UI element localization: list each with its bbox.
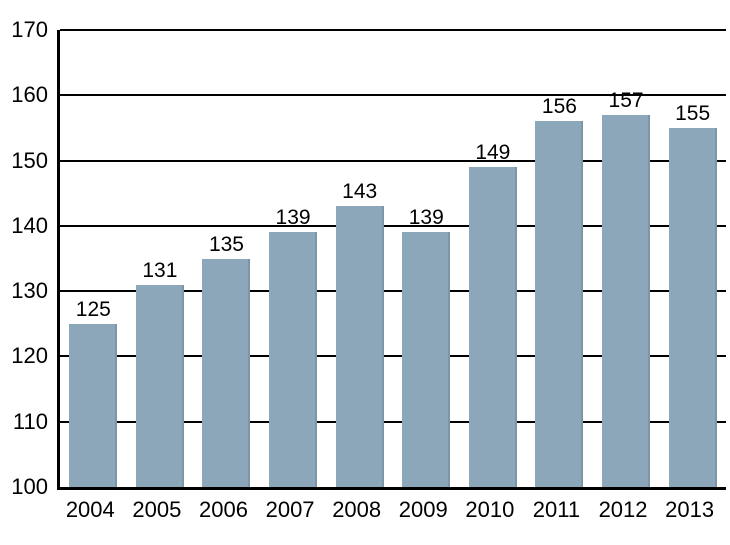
bar-value-label: 131 — [142, 258, 178, 282]
y-tick-label: 160 — [11, 82, 48, 108]
bar-slot: 149 — [460, 30, 527, 487]
x-tick-label: 2004 — [65, 497, 115, 522]
bar-value-label: 143 — [342, 180, 378, 204]
bar-slot: 155 — [659, 30, 726, 487]
y-tick-label: 110 — [12, 408, 48, 434]
bar — [69, 323, 118, 487]
plot-area: 125 131 135 139 143 139 149 156 157 155 — [57, 29, 726, 490]
bar-value-label: 156 — [541, 95, 577, 119]
bar-slot: 156 — [526, 30, 593, 487]
y-tick-label: 140 — [11, 212, 48, 238]
bar-slot: 125 — [60, 30, 127, 487]
bar-value-label: 139 — [408, 206, 444, 230]
bar-value-label: 139 — [275, 206, 311, 230]
bar-slot: 157 — [593, 30, 660, 487]
y-tick-label: 100 — [11, 474, 48, 499]
gridline — [60, 355, 726, 358]
x-tick-label: 2013 — [665, 497, 715, 522]
x-tick-label: 2009 — [398, 497, 448, 522]
bar-value-label: 125 — [75, 297, 111, 321]
gridline — [60, 29, 726, 31]
bars: 125 131 135 139 143 139 149 156 157 155 — [60, 30, 726, 487]
bar-slot: 139 — [393, 30, 460, 487]
gridline — [60, 224, 726, 227]
bar — [269, 232, 318, 487]
bar — [602, 114, 651, 487]
y-tick-label: 150 — [11, 147, 48, 173]
gridline — [60, 420, 726, 423]
gridline — [60, 94, 726, 97]
bar — [468, 167, 517, 487]
bar-value-label: 149 — [475, 141, 511, 165]
y-tick-label: 130 — [11, 278, 48, 304]
gridline — [60, 159, 726, 162]
x-axis: 2004 2005 2006 2007 2008 2009 2010 2011 2012 2013 — [57, 497, 723, 523]
bar — [135, 284, 184, 487]
bar-slot: 135 — [193, 30, 260, 487]
bar-slot: 139 — [260, 30, 327, 487]
bar-slot: 131 — [127, 30, 194, 487]
x-tick-label: 2006 — [199, 497, 248, 522]
y-tick-label: 120 — [11, 343, 48, 369]
x-tick-label: 2012 — [598, 497, 648, 522]
bar — [535, 121, 584, 487]
bar — [202, 258, 251, 487]
bar-value-label: 155 — [675, 101, 711, 125]
x-tick-label: 2008 — [332, 497, 382, 522]
bar — [668, 127, 717, 487]
bar-slot: 143 — [326, 30, 393, 487]
bar — [402, 232, 451, 487]
x-tick-label: 2007 — [265, 497, 315, 522]
bar-value-label: 135 — [208, 232, 244, 256]
x-tick-label: 2011 — [532, 497, 581, 522]
x-tick-label: 2005 — [132, 497, 182, 522]
x-tick-label: 2010 — [465, 497, 515, 522]
gridline — [60, 290, 726, 293]
bar-value-label: 157 — [608, 88, 644, 112]
bar — [335, 206, 384, 487]
y-tick-label: 170 — [11, 17, 48, 42]
